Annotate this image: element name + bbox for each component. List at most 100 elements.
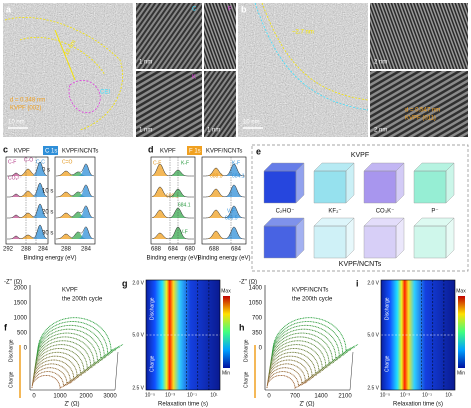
x-tick: 10¹ [445, 392, 453, 398]
spectrum [7, 182, 48, 198]
cube-side [345, 162, 355, 204]
x-tick: 284 [38, 247, 49, 253]
eis-arc [268, 359, 321, 379]
y-tick: 1050 [249, 301, 263, 307]
spectrum [56, 163, 95, 177]
fit-peak [56, 172, 94, 176]
axes [5, 156, 49, 245]
x-label: Relaxation time (s) [393, 402, 443, 408]
value: 684.1 [232, 173, 245, 179]
eis-arc [33, 355, 90, 377]
panel-b: b ~2.7 nm 10 nm 2 nm 2 nm d = 0.547 nm K… [238, 2, 468, 137]
cube-front [363, 225, 397, 259]
cube-side [345, 217, 355, 259]
fit-peak [7, 173, 47, 176]
fit-peak [152, 189, 194, 197]
inset [136, 3, 202, 69]
fit-peak [56, 185, 94, 197]
scale: 1 nm [139, 128, 152, 134]
charge: Charge [384, 355, 390, 372]
scale: 2 nm [374, 60, 387, 66]
fit-peak [203, 231, 245, 239]
panel-label: d [148, 144, 154, 154]
discharge: Discharge [243, 339, 249, 362]
peak: C-F [153, 160, 161, 166]
time: 30 s [42, 231, 53, 237]
subtitle: the 200th cycle [62, 297, 103, 303]
panel-label: h [239, 322, 245, 332]
panel-label: a [6, 4, 12, 14]
fit-peak [7, 194, 47, 197]
plane: KVPF (011) [405, 116, 436, 122]
spectrum [56, 184, 95, 198]
eis-arc [32, 367, 80, 384]
plane: KVPF (002) [10, 106, 41, 112]
inset [136, 71, 202, 137]
eis-arc [269, 348, 332, 372]
fit-peak [7, 236, 47, 239]
panel-d: d KVPF F 1s KVPF/NCNTs C-F K-F K-F V-F V… [146, 144, 250, 261]
eis-arc [36, 328, 114, 359]
eis-arc [266, 371, 311, 387]
eis-curves [254, 285, 359, 398]
cube-front [263, 225, 297, 259]
spectrum [203, 163, 245, 177]
cube-side [395, 162, 405, 204]
inset [204, 3, 236, 69]
panel-a: a 18 nm d = 0.348 nm KVPF (002) CEI 10 n… [3, 3, 236, 137]
fit-peak [203, 185, 245, 197]
spectrum [56, 205, 95, 219]
row-title: KVPF/NCNTs [339, 261, 382, 268]
x-tick: 2100 [338, 394, 352, 400]
eis-arc [37, 321, 120, 354]
subtitle: the 200th cycle [292, 297, 333, 303]
voltage: 2.0 V [132, 280, 144, 286]
axes [150, 156, 196, 245]
panel-label: b [241, 4, 247, 14]
decorations [7, 157, 456, 391]
eis-arc [269, 344, 335, 369]
panel-label: f [4, 322, 8, 332]
panel-f: f -Z'' (Ω) KVPF the 200th cycle 2000 150… [4, 280, 124, 408]
peak: K-F [181, 160, 189, 166]
scale: 1 nm [139, 60, 152, 66]
spectrum [151, 186, 194, 198]
fit-peak [56, 192, 94, 197]
discharge: Discharge [8, 339, 14, 362]
panel-label: e [256, 146, 261, 156]
cube-side [445, 217, 455, 259]
cube-side [295, 162, 305, 204]
time: 0 s [42, 168, 50, 174]
voltage: 2.5 V [367, 385, 379, 391]
min: Min [457, 370, 465, 376]
axes [54, 156, 96, 245]
y-tick: 2000 [14, 286, 28, 292]
x-tick: 688 [209, 247, 220, 253]
cube-side [395, 217, 405, 259]
lattice: d = 0.547 nm [405, 108, 440, 114]
charge: Charge [8, 371, 14, 388]
eis-arc [267, 363, 318, 382]
panel-label: c [3, 144, 8, 154]
x-tick: 10⁻³ [165, 392, 175, 398]
boundary [254, 2, 369, 111]
eis-arc [37, 317, 124, 352]
title: KVPF/NCNTs [292, 288, 328, 294]
fit-peak [152, 227, 194, 239]
inset-tag: F [228, 7, 232, 13]
fit-peak [56, 213, 94, 218]
spectrum [203, 205, 245, 219]
fit-peak [203, 189, 245, 197]
y-tick: 0 [259, 346, 263, 352]
eis-arc [36, 324, 117, 357]
x-tick: 1400 [314, 394, 328, 400]
peak: K-F [232, 160, 240, 166]
x-tick: 10⁻¹ [187, 392, 197, 398]
fit-peak [203, 227, 245, 239]
fit-peak [152, 187, 194, 197]
x-tick: 10⁻³ [400, 392, 410, 398]
fit-peak [56, 232, 94, 239]
tag-box [43, 146, 58, 155]
fit-peak [7, 225, 47, 239]
